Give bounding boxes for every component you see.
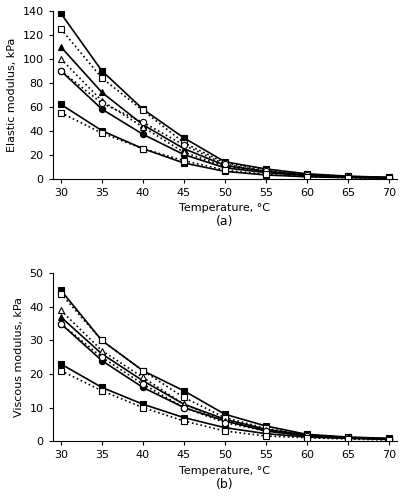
X-axis label: Temperature, °C: Temperature, °C [179, 203, 270, 213]
Text: (b): (b) [216, 478, 234, 491]
Text: (a): (a) [216, 216, 234, 228]
Y-axis label: Elastic modulus, kPa: Elastic modulus, kPa [7, 38, 17, 152]
X-axis label: Temperature, °C: Temperature, °C [179, 466, 270, 475]
Y-axis label: Viscous modulus, kPa: Viscous modulus, kPa [14, 297, 24, 417]
